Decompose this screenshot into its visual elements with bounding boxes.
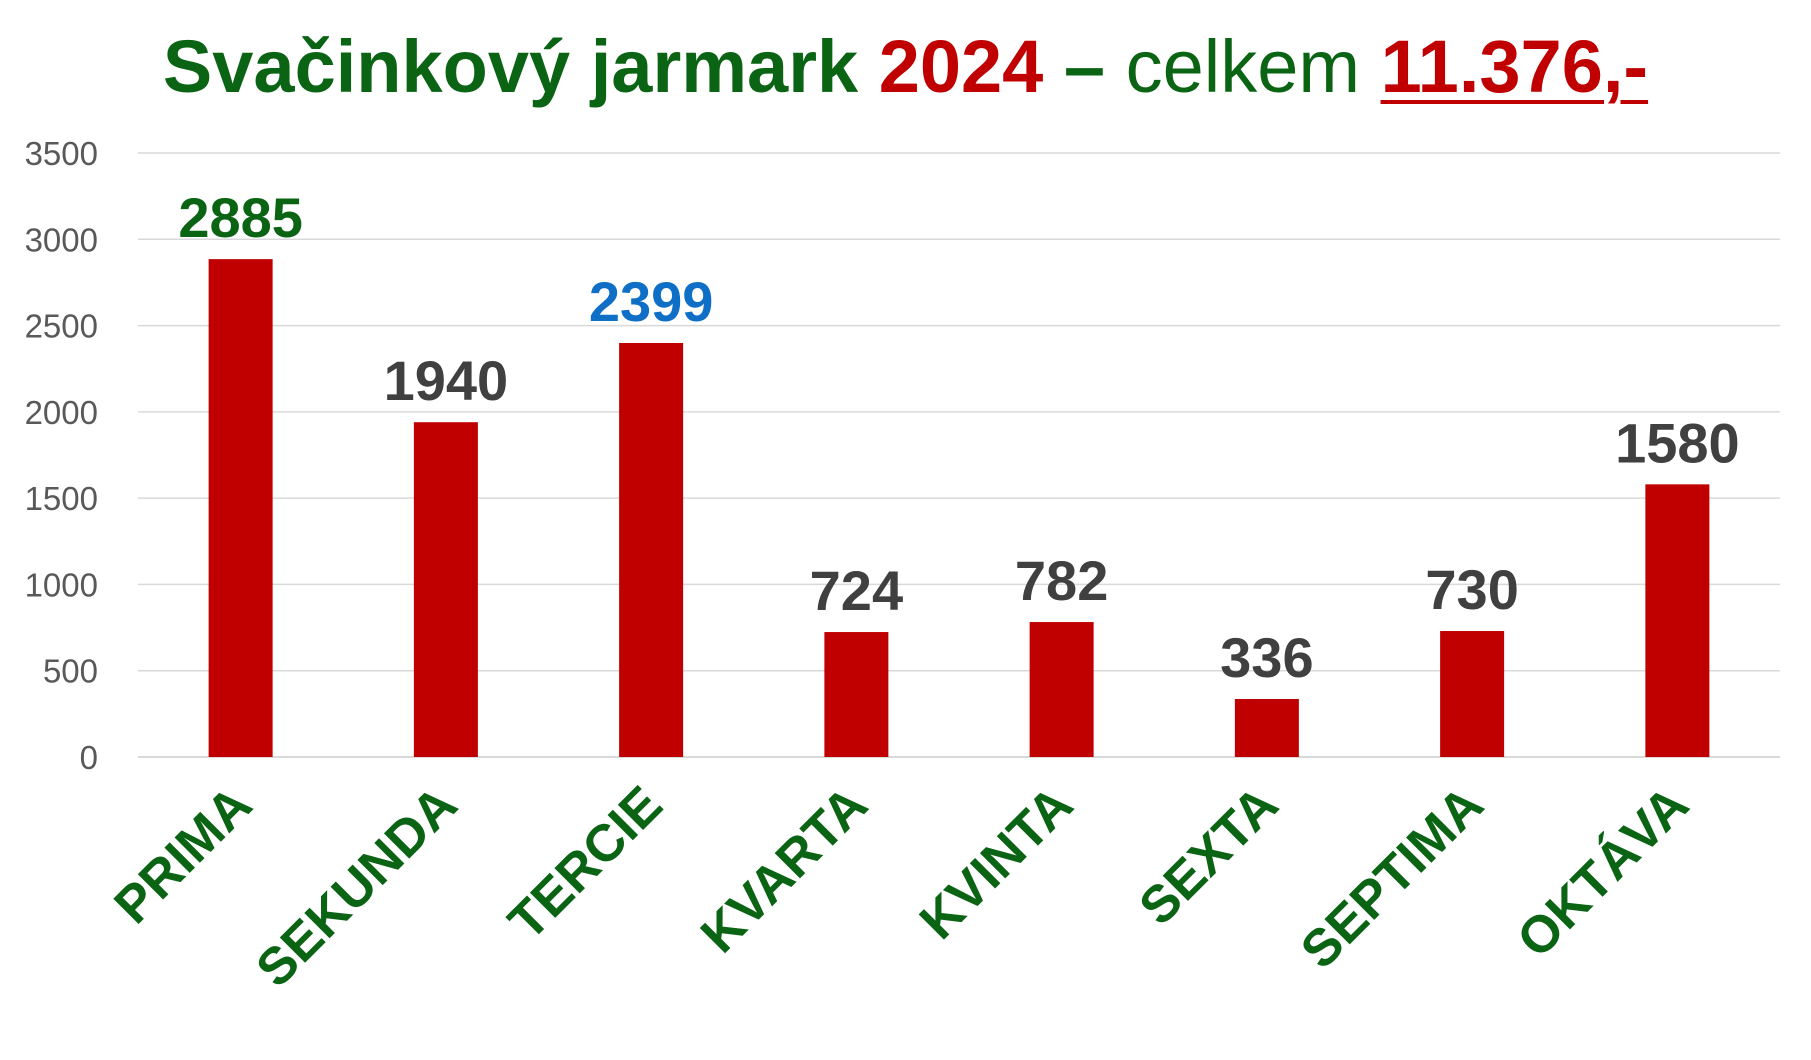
data-label: 782 xyxy=(1015,549,1108,612)
x-category-label: KVINTA xyxy=(909,775,1084,950)
data-label: 1940 xyxy=(384,349,509,412)
y-tick-label: 3000 xyxy=(25,221,98,258)
y-tick-label: 2000 xyxy=(25,394,98,431)
y-tick-label: 2500 xyxy=(25,308,98,345)
data-label: 2885 xyxy=(178,186,303,249)
title-part1: Svačinkový jarmark xyxy=(162,25,859,108)
x-category-label: OKTÁVA xyxy=(1506,775,1700,969)
y-tick-label: 3500 xyxy=(25,135,98,172)
gridlines xyxy=(138,152,1780,758)
data-label: 2399 xyxy=(589,270,714,333)
title-dash: – xyxy=(1063,25,1106,108)
y-tick-label: 500 xyxy=(43,653,98,690)
bar xyxy=(824,632,889,757)
bar xyxy=(1029,622,1094,757)
chart-title: Svačinkový jarmark 2024 – celkem 11.376,… xyxy=(0,22,1811,112)
title-part2: celkem xyxy=(1125,25,1361,108)
bar xyxy=(1234,699,1299,757)
x-category-label: SEKUNDA xyxy=(246,775,469,998)
y-tick-label: 0 xyxy=(80,739,98,776)
bar xyxy=(208,259,273,757)
data-label: 730 xyxy=(1425,558,1518,621)
x-category-label: TERCIE xyxy=(498,775,674,951)
title-total: 11.376,- xyxy=(1380,25,1649,108)
bar xyxy=(413,422,478,757)
x-category-label: KVARTA xyxy=(690,775,879,964)
y-axis-ticks: 0 500 1000 1500 2000 2500 3000 3500 xyxy=(25,135,98,776)
bar xyxy=(619,343,684,757)
bar xyxy=(1645,484,1710,757)
data-label: 724 xyxy=(810,559,903,622)
bars xyxy=(208,259,1710,757)
x-category-label: SEXTA xyxy=(1128,775,1289,936)
data-label: 336 xyxy=(1220,626,1313,689)
bar xyxy=(1440,631,1505,757)
data-labels: 2885 1940 2399 724 782 336 730 1580 xyxy=(178,186,1739,689)
title-year: 2024 xyxy=(878,25,1044,108)
x-category-label: SEPTIMA xyxy=(1290,775,1494,979)
y-tick-label: 1500 xyxy=(25,480,98,517)
data-label: 1580 xyxy=(1615,411,1740,474)
y-tick-label: 1000 xyxy=(25,566,98,603)
x-category-label: PRIMA xyxy=(104,775,263,934)
